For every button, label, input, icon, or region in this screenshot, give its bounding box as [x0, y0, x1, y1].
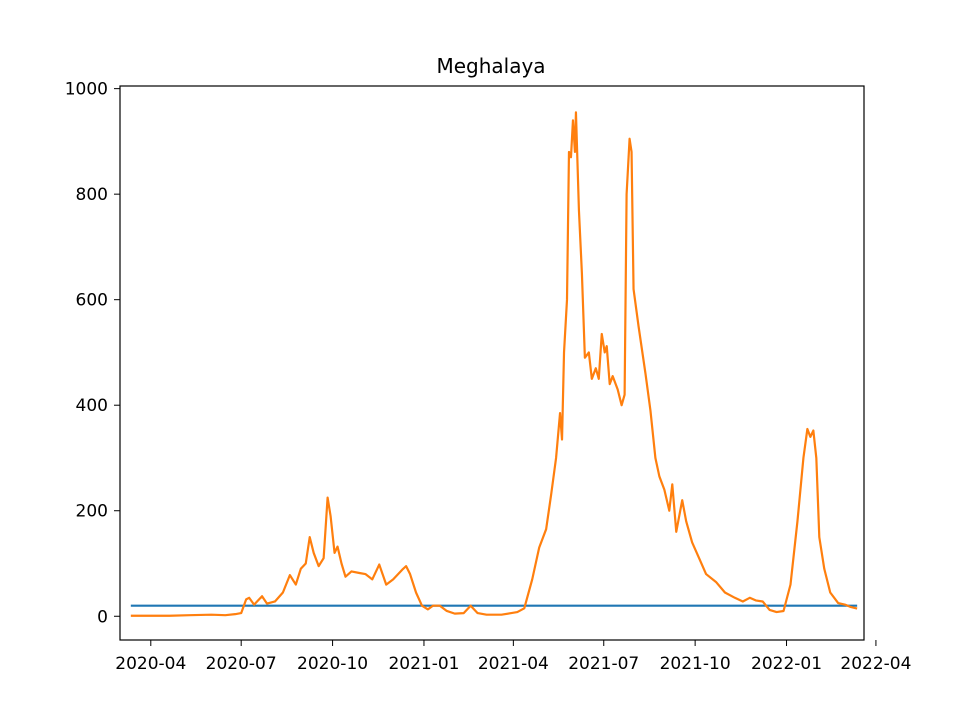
y-tick-label: 1000: [65, 80, 108, 100]
x-tick-label: 2020-07: [206, 654, 277, 674]
x-tick-label: 2021-04: [478, 654, 549, 674]
y-tick-label: 600: [76, 291, 108, 311]
x-tick-label: 2021-07: [568, 654, 639, 674]
series-line-2: [130, 111, 858, 617]
plot-frame: [119, 85, 865, 641]
x-tick-label: 2021-01: [388, 654, 459, 674]
y-tick-label: 200: [76, 502, 108, 522]
x-tick-label: 2022-04: [840, 654, 911, 674]
y-tick-label: 400: [76, 396, 108, 416]
x-tick-label: 2020-04: [115, 654, 186, 674]
x-tick-label: 2021-10: [660, 654, 731, 674]
x-axis: 2020-04 2020-07 2020-10 2021-01 2021-04 2021-…: [115, 640, 911, 674]
y-axis: 0 200 400 600 800 1000: [65, 80, 120, 627]
x-tick-label: 2022-01: [751, 654, 822, 674]
y-tick-label: 0: [97, 607, 108, 627]
chart-title: Meghalaya: [436, 54, 545, 78]
y-tick-label: 800: [76, 185, 108, 205]
series-layer: [130, 111, 858, 617]
x-tick-label: 2020-10: [297, 654, 368, 674]
